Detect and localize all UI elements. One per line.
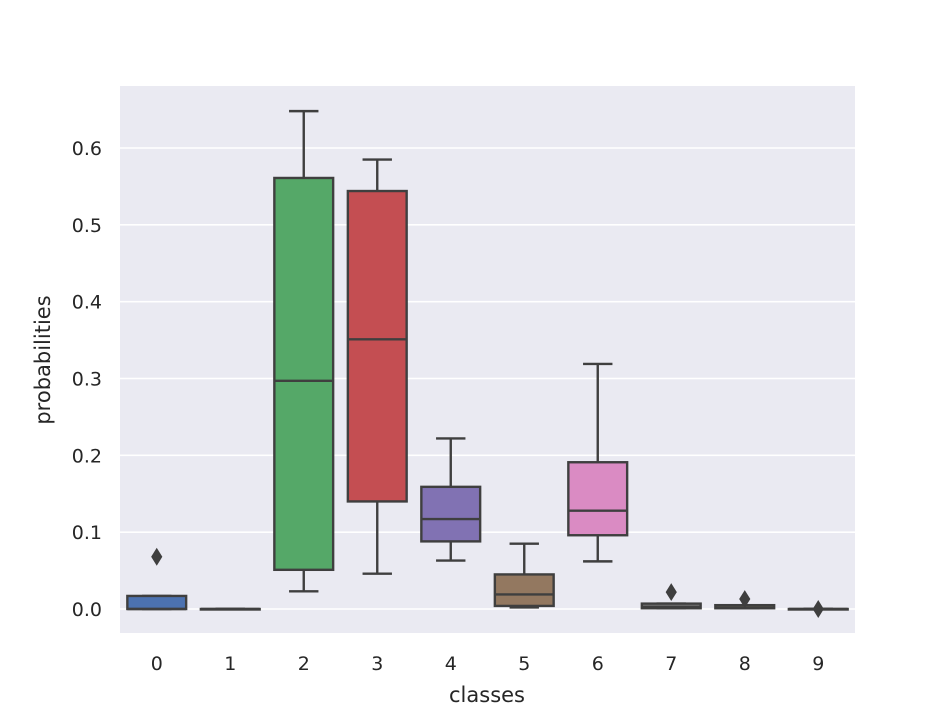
x-tick-label: 6 bbox=[592, 653, 604, 675]
outlier-marker bbox=[739, 590, 751, 608]
outlier-marker bbox=[812, 600, 824, 618]
y-tick-label: 0.5 bbox=[72, 215, 102, 237]
y-axis-label: probabilities bbox=[31, 295, 55, 424]
x-tick-label: 4 bbox=[445, 653, 457, 675]
x-axis-label: classes bbox=[449, 683, 525, 707]
y-tick-label: 0.4 bbox=[72, 292, 102, 314]
box-1 bbox=[199, 607, 261, 611]
box-4 bbox=[420, 437, 482, 562]
x-tick-label: 9 bbox=[812, 653, 824, 675]
box-0 bbox=[126, 547, 188, 611]
x-tick-label: 7 bbox=[665, 653, 677, 675]
y-tick-labels: 0.0 0.1 0.2 0.3 0.4 0.5 0.6 bbox=[72, 138, 102, 621]
box-5 bbox=[493, 542, 555, 609]
box-3 bbox=[346, 158, 408, 575]
box-9 bbox=[787, 600, 849, 618]
boxes bbox=[126, 109, 849, 618]
x-tick-label: 0 bbox=[151, 653, 163, 675]
y-tick-label: 0.2 bbox=[72, 445, 102, 467]
y-tick-label: 0.6 bbox=[72, 138, 102, 160]
box-body bbox=[420, 485, 482, 543]
y-tick-label: 0.0 bbox=[72, 599, 102, 621]
outlier-marker bbox=[665, 583, 677, 602]
box-body bbox=[126, 594, 188, 611]
box-6 bbox=[567, 362, 629, 563]
x-tick-labels: 0 1 2 3 4 5 6 7 8 9 bbox=[151, 653, 825, 675]
gridlines bbox=[120, 147, 855, 610]
x-tick-label: 8 bbox=[739, 653, 751, 675]
box-8 bbox=[714, 590, 776, 610]
outlier-marker bbox=[151, 547, 163, 566]
box-body bbox=[273, 176, 335, 572]
plot-background bbox=[120, 86, 855, 633]
y-tick-label: 0.3 bbox=[72, 369, 102, 391]
box-body bbox=[346, 189, 408, 503]
box-2 bbox=[273, 109, 335, 593]
x-tick-label: 3 bbox=[371, 653, 383, 675]
x-tick-label: 5 bbox=[518, 653, 530, 675]
box-7 bbox=[640, 583, 702, 610]
x-tick-label: 1 bbox=[224, 653, 236, 675]
y-tick-label: 0.1 bbox=[72, 522, 102, 544]
x-tick-label: 2 bbox=[298, 653, 310, 675]
box-body bbox=[567, 461, 629, 537]
box-body bbox=[493, 573, 555, 608]
